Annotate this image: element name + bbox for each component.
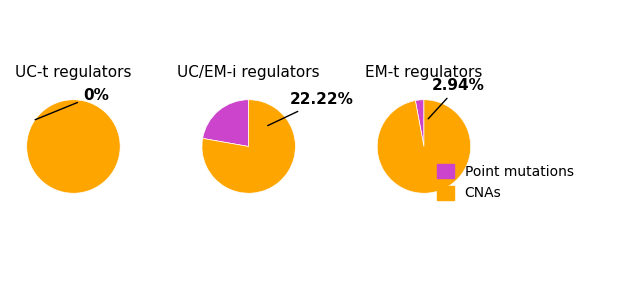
Text: 22.22%: 22.22% <box>268 92 354 126</box>
Wedge shape <box>202 100 296 193</box>
Text: 2.94%: 2.94% <box>428 79 485 119</box>
Wedge shape <box>27 100 120 193</box>
Wedge shape <box>415 100 424 146</box>
Wedge shape <box>377 100 471 193</box>
Text: 0%: 0% <box>35 88 109 120</box>
Title: UC-t regulators: UC-t regulators <box>15 65 131 80</box>
Wedge shape <box>202 100 249 146</box>
Legend: Point mutations, CNAs: Point mutations, CNAs <box>430 157 581 207</box>
Title: EM-t regulators: EM-t regulators <box>365 65 482 80</box>
Title: UC/EM-i regulators: UC/EM-i regulators <box>177 65 320 80</box>
